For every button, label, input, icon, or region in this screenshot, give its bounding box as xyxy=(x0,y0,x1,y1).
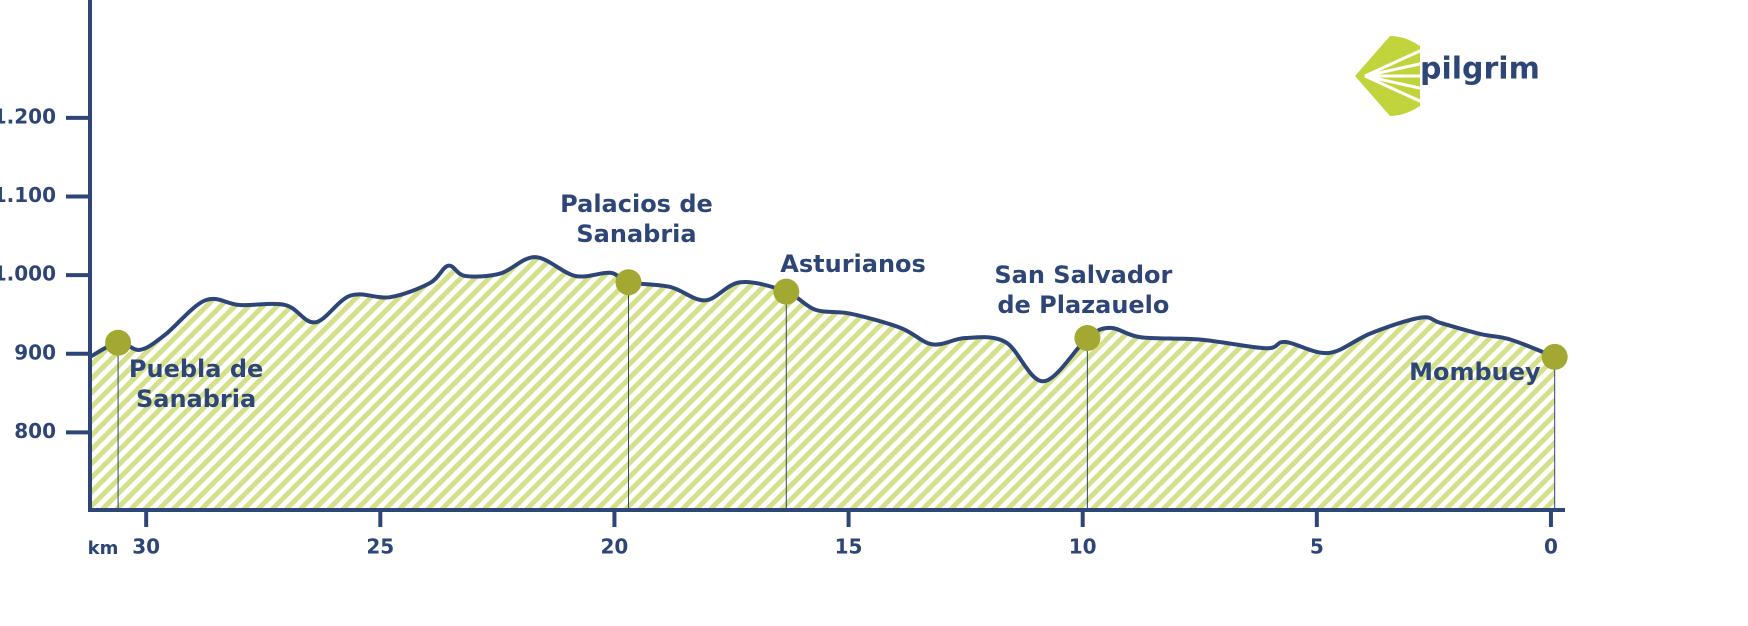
x-tick-label: 0 xyxy=(1544,535,1558,559)
town-label: de Plazauelo xyxy=(997,291,1169,319)
x-tick-label: 30 xyxy=(132,535,160,559)
x-tick-label: 20 xyxy=(601,535,629,559)
x-tick-label: 10 xyxy=(1069,535,1097,559)
town-label: Mombuey xyxy=(1409,358,1541,386)
town-marker xyxy=(773,278,800,305)
town-label: Puebla de xyxy=(129,355,263,383)
x-tick-label: 15 xyxy=(835,535,863,559)
y-tick-label: 800 xyxy=(14,419,56,443)
x-unit-label: km xyxy=(88,538,119,559)
town-label: Sanabria xyxy=(576,220,696,248)
logo-shell-ribs xyxy=(1364,48,1425,104)
town-label: Palacios de xyxy=(560,190,713,218)
area-fill xyxy=(90,257,1555,511)
town-label: San Salvador xyxy=(994,261,1172,289)
y-tick-label: 1.000 xyxy=(0,262,56,286)
y-tick-label: 1.200 xyxy=(0,104,56,128)
y-tick-label: 1.100 xyxy=(0,183,56,207)
profile-line xyxy=(89,255,1556,384)
logo: pilgrim xyxy=(1355,36,1540,116)
y-tick-label: 900 xyxy=(14,340,56,364)
town-label: Sanabria xyxy=(136,385,256,413)
town-marker xyxy=(1074,325,1101,352)
x-tick-label: 25 xyxy=(366,535,394,559)
x-tick-label: 5 xyxy=(1310,535,1324,559)
town-marker xyxy=(1541,343,1568,370)
logo-text: pilgrim xyxy=(1420,52,1540,87)
town-label: Asturianos xyxy=(780,250,926,278)
town-marker xyxy=(615,269,642,296)
town-marker xyxy=(105,329,132,356)
